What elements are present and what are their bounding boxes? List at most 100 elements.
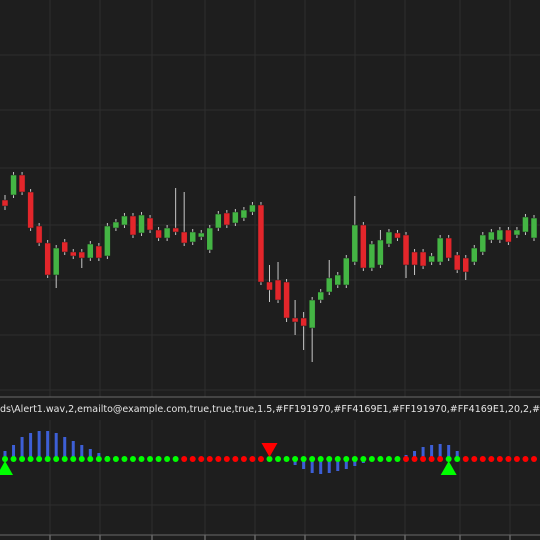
- candle-body: [530, 217, 538, 239]
- candle-body: [513, 229, 521, 236]
- candle-body: [61, 241, 68, 253]
- candle-body: [471, 247, 478, 263]
- signal-dot: [155, 456, 162, 462]
- candle-body: [300, 317, 307, 327]
- signal-dot: [351, 456, 358, 462]
- candle-body: [10, 174, 17, 196]
- signal-dot: [309, 456, 316, 462]
- signal-dot: [531, 456, 537, 462]
- candle-body: [87, 243, 94, 259]
- candle-body: [505, 229, 512, 243]
- signal-dot: [27, 456, 34, 462]
- candle-body: [27, 191, 34, 229]
- histogram-bar: [29, 433, 33, 459]
- signal-dot: [283, 456, 290, 462]
- candle-body: [232, 211, 239, 224]
- signal-dot: [181, 456, 188, 462]
- signal-dot: [326, 456, 333, 462]
- histogram-bar: [353, 459, 357, 466]
- candle-body: [223, 212, 231, 226]
- signal-dot: [70, 456, 77, 462]
- histogram-bar: [54, 433, 58, 459]
- histogram-bar: [3, 451, 7, 459]
- candle-body: [155, 229, 162, 239]
- signal-dot: [10, 456, 17, 462]
- candle-body: [436, 237, 444, 263]
- signal-dot: [232, 456, 239, 462]
- candle-body: [78, 251, 86, 259]
- candle-body: [283, 281, 290, 319]
- candle-body: [360, 224, 367, 269]
- candle-body: [343, 257, 350, 286]
- histogram-bar: [455, 451, 459, 459]
- signal-dot: [411, 456, 418, 462]
- histogram-bar: [71, 441, 75, 459]
- candle-body: [257, 204, 265, 283]
- histogram-bar: [421, 447, 425, 459]
- signal-dot: [343, 456, 350, 462]
- indicator-params: ds\Alert1.wav,2,emailto@example.com,true…: [0, 404, 540, 415]
- candle-body: [368, 243, 376, 269]
- candle-body: [351, 224, 359, 263]
- signal-dot: [198, 456, 205, 462]
- signal-dot: [462, 456, 469, 462]
- candle-body: [308, 299, 316, 329]
- signal-dot: [215, 456, 222, 462]
- candle-body: [206, 227, 214, 251]
- candle-body: [317, 291, 324, 301]
- signal-dot: [36, 456, 43, 462]
- histogram-bar: [12, 445, 16, 459]
- signal-dot: [266, 456, 273, 462]
- signal-dot: [292, 456, 299, 462]
- signal-dot: [385, 456, 392, 462]
- signal-dot: [428, 456, 435, 462]
- signal-dot: [334, 456, 341, 462]
- signal-dot: [104, 456, 111, 462]
- signal-dot: [206, 456, 213, 462]
- signal-dot: [87, 456, 94, 462]
- histogram-bar: [413, 451, 417, 459]
- signal-dot: [223, 456, 230, 462]
- signal-dot: [249, 456, 256, 462]
- candle-body: [334, 274, 342, 286]
- candle-body: [428, 255, 435, 263]
- candle-body: [129, 215, 137, 236]
- candle-body: [266, 281, 273, 291]
- signal-dot: [360, 456, 367, 462]
- signal-dot: [19, 456, 26, 462]
- candle-body: [35, 225, 43, 244]
- candle-body: [411, 251, 418, 266]
- candle-body: [44, 242, 51, 276]
- signal-dot: [164, 456, 171, 462]
- signal-dot: [488, 456, 495, 462]
- signal-dot: [454, 456, 461, 462]
- signal-dot: [78, 456, 85, 462]
- candle-body: [104, 225, 111, 257]
- candle-body: [95, 245, 103, 259]
- signal-dot: [121, 456, 128, 462]
- histogram-bar: [447, 445, 451, 459]
- candle-body: [70, 251, 77, 257]
- signal-dot: [437, 456, 444, 462]
- histogram-bar: [344, 459, 348, 469]
- candle-body: [240, 209, 248, 219]
- signal-dot: [496, 456, 503, 462]
- candle-body: [163, 227, 171, 239]
- signal-dot: [394, 456, 401, 462]
- signal-arrow: [261, 443, 278, 457]
- histogram-bar: [310, 459, 314, 473]
- candle-body: [445, 237, 452, 259]
- signal-dot: [53, 456, 60, 462]
- histogram-bar: [302, 459, 306, 469]
- candle-body: [197, 232, 205, 238]
- candle-body: [291, 317, 299, 323]
- signal-dot: [368, 456, 375, 462]
- signal-dot: [317, 456, 324, 462]
- candle-body: [189, 231, 196, 243]
- histogram-bar: [37, 431, 41, 459]
- signal-dot: [471, 456, 478, 462]
- candle-body: [377, 239, 384, 266]
- candle-body: [215, 213, 222, 229]
- histogram-bar: [430, 445, 434, 459]
